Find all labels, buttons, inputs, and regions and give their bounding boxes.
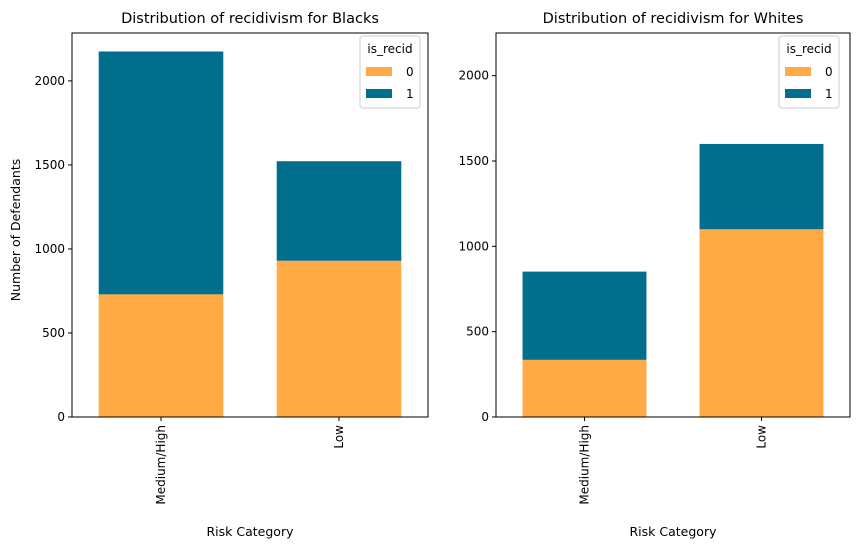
bar-low-recid-1 xyxy=(699,143,824,230)
bar-low-recid-1 xyxy=(276,161,402,261)
chart-blacks: Distribution of recidivism for Blacks Nu… xyxy=(8,11,429,539)
y-tick-label: 0 xyxy=(57,410,65,424)
y-tick-label: 500 xyxy=(42,326,65,340)
legend-label-0: 0 xyxy=(406,65,414,79)
legend-label-0: 0 xyxy=(825,65,833,79)
y-tick-label: 0 xyxy=(481,410,489,424)
chart-title: Distribution of recidivism for Blacks xyxy=(121,11,379,27)
bar-low-recid-0 xyxy=(699,229,824,417)
y-tick-label: 500 xyxy=(466,325,489,339)
y-axis-label: Number of Defendants xyxy=(8,159,23,301)
chart-title: Distribution of recidivism for Whites xyxy=(543,11,804,27)
legend-swatch-1 xyxy=(785,89,811,98)
x-tick-label: Medium/High xyxy=(578,425,592,505)
y-tick-label: 1500 xyxy=(34,158,65,172)
legend-title: is_recid xyxy=(367,42,412,56)
plot-area: 0 500 1000 1500 2000 Medium/High Low xyxy=(458,32,851,505)
legend: is_recid 0 1 xyxy=(359,35,421,109)
bar-low-recid-0 xyxy=(276,260,402,417)
x-tick-label: Low xyxy=(755,425,769,449)
axes-frame xyxy=(71,32,429,418)
y-tick-label: 1000 xyxy=(34,242,65,256)
x-axis-label: Risk Category xyxy=(207,524,295,539)
y-tick-label: 1500 xyxy=(458,154,489,168)
chart-whites: Distribution of recidivism for Whites Ri… xyxy=(458,11,851,539)
x-tick-label: Low xyxy=(332,425,346,449)
bar-medium-high-recid-1 xyxy=(98,51,224,295)
legend-title: is_recid xyxy=(786,42,831,56)
y-tick-label: 2000 xyxy=(458,69,489,83)
legend-label-1: 1 xyxy=(406,87,414,101)
x-axis-label: Risk Category xyxy=(630,524,718,539)
bar-medium-high-recid-0 xyxy=(98,294,224,417)
plot-area: 0 500 1000 1500 2000 Medium/High Low xyxy=(34,32,429,505)
legend-swatch-0 xyxy=(366,67,392,76)
legend-swatch-0 xyxy=(785,67,811,76)
y-tick-label: 2000 xyxy=(34,74,65,88)
legend-label-1: 1 xyxy=(825,87,833,101)
legend: is_recid 0 1 xyxy=(778,35,840,109)
bar-medium-high-recid-0 xyxy=(522,359,647,417)
legend-swatch-1 xyxy=(366,89,392,98)
axes-frame xyxy=(495,32,851,418)
y-tick-label: 1000 xyxy=(458,239,489,253)
bar-medium-high-recid-1 xyxy=(522,271,647,360)
x-tick-label: Medium/High xyxy=(154,425,168,505)
